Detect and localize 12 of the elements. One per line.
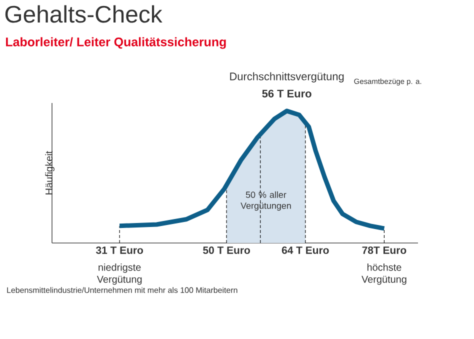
x-tick-label: 64 T Euro [282,246,329,254]
x-tick-label: 78T Euro [362,246,406,254]
y-axis-title: Häufigkeit [45,150,54,194]
annotation: 50 % aller Vergütungen [240,191,291,211]
chart-subtitle: Laborleiter/ Leiter Qualitätssicherung [6,37,226,49]
x-tick-label: 31 T Euro [96,246,143,254]
text: 56 T Euro [262,90,312,98]
chart-title: Gehalts-Check [5,5,162,23]
text: Durchschnittsvergütung [230,72,344,82]
x-tick-label: 50 T Euro [203,246,250,254]
text: niedrigste Vergütung [96,264,142,285]
text: höchste Vergütung [362,264,406,285]
